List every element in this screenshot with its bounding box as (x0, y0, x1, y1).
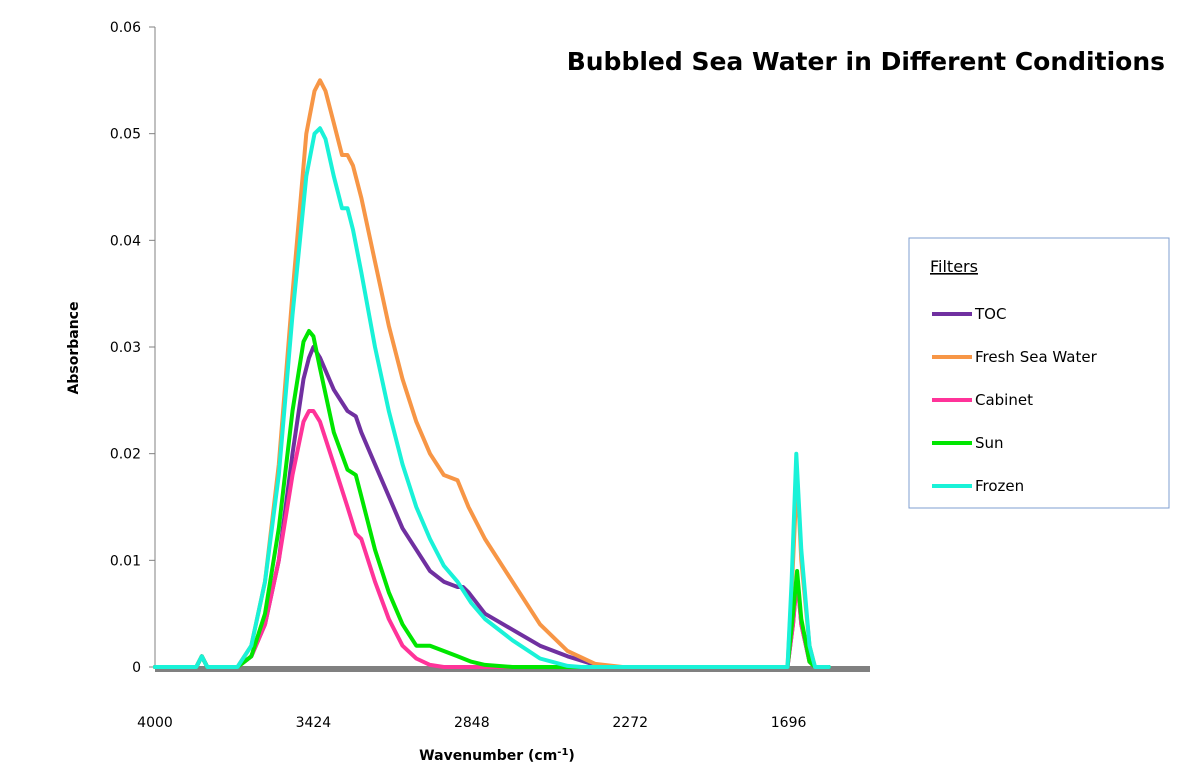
y-tick-label: 0.03 (110, 340, 141, 356)
x-tick-label: 2848 (454, 715, 490, 731)
legend-label: Cabinet (975, 391, 1033, 409)
x-tick-label: 2272 (612, 715, 648, 731)
x-tick-label: 4000 (137, 715, 173, 731)
legend-label: Sun (975, 434, 1004, 452)
y-tick-label: 0.06 (110, 20, 141, 36)
x-tick-label: 3424 (296, 715, 332, 731)
legend-title: Filters (930, 257, 978, 276)
legend-items: TOC Fresh Sea Water Cabinet Sun Frozen (932, 305, 1098, 495)
chart-title: Bubbled Sea Water in Different Condition… (567, 47, 1165, 76)
legend-label: Fresh Sea Water (975, 348, 1098, 366)
y-axis-label: Absorbance (66, 302, 82, 395)
y-axis: 0 0.01 0.02 0.03 0.04 0.05 0.06 (110, 20, 156, 676)
y-tick-label: 0.05 (110, 127, 141, 143)
x-tick-label: 1696 (771, 715, 807, 731)
series-line-frozen (153, 126, 831, 669)
y-tick-label: 0.01 (110, 553, 141, 569)
y-tick-label: 0 (132, 660, 141, 676)
legend-label: Frozen (975, 477, 1024, 495)
series-line-fresh-sea-water (153, 78, 831, 669)
legend-label: TOC (974, 305, 1006, 323)
plot-area (153, 78, 831, 669)
legend-box (908, 237, 1170, 509)
x-axis-label: Wavenumber (cm-1) (419, 747, 575, 764)
x-axis: 4000 3424 2848 2272 1696 (137, 666, 870, 731)
y-tick-label: 0.04 (110, 233, 141, 249)
legend: Filters TOC Fresh Sea Water Cabinet Sun Froz… (908, 237, 1170, 509)
y-tick-label: 0.02 (110, 447, 141, 463)
